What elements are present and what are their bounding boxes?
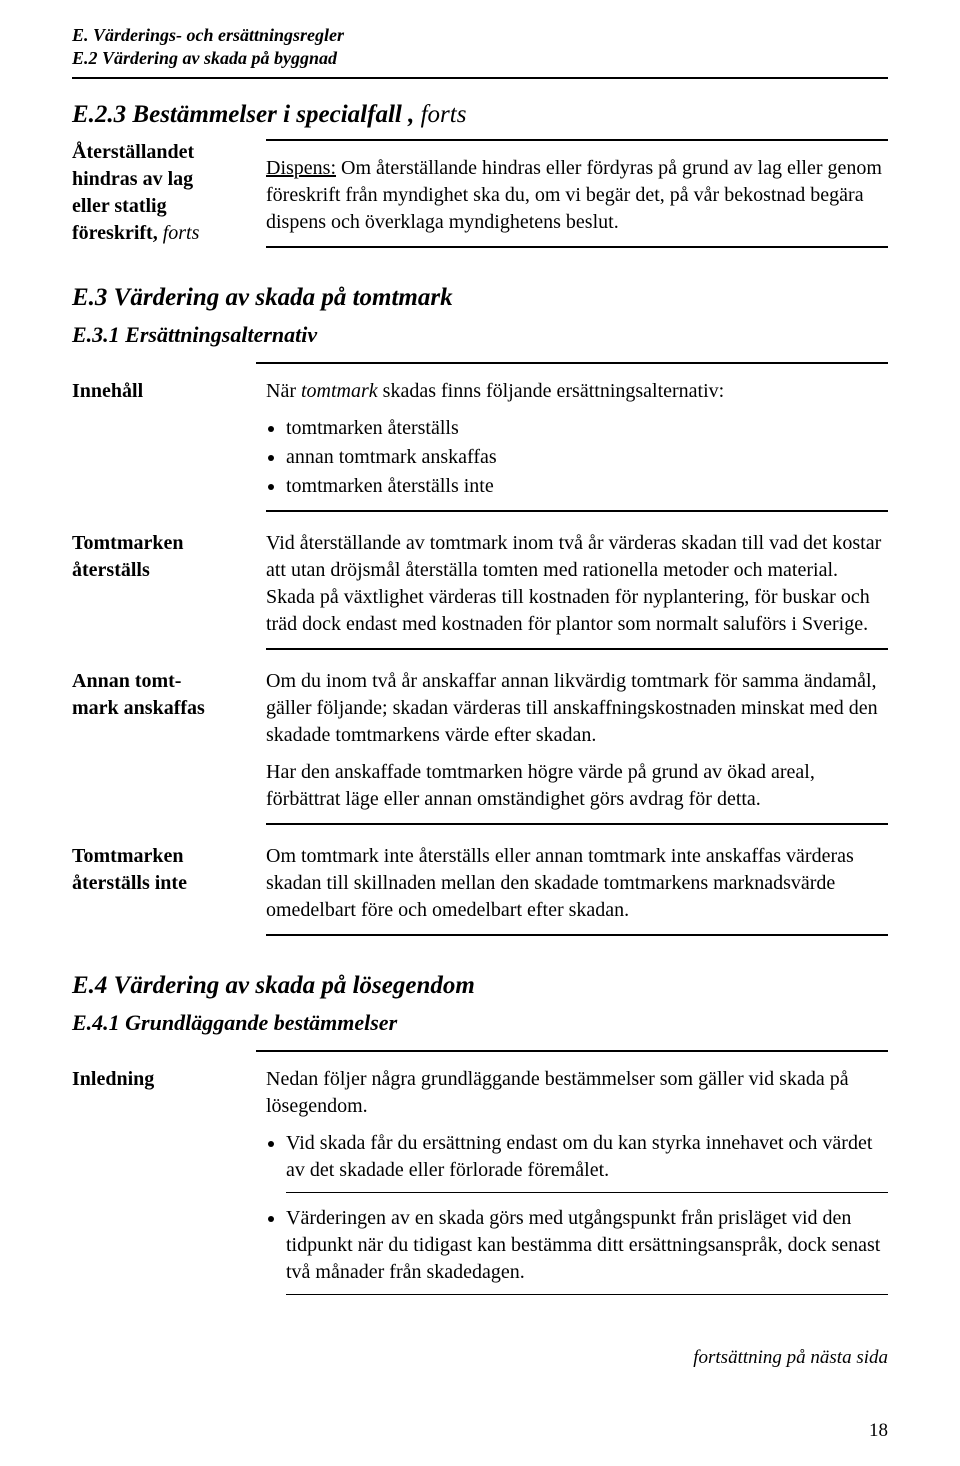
e4-bullet-1-sep — [286, 1294, 888, 1295]
e3-tomt-aterst-label: Tomtmarken återställs — [72, 530, 266, 584]
e3-tomt-aterst-row: Tomtmarken återställs Vid återställande … — [72, 530, 888, 664]
page: E. Värderings- och ersättningsregler E.2… — [0, 0, 960, 1466]
running-header: E. Värderings- och ersättningsregler E.2… — [72, 24, 888, 71]
e4-bullet-list: Vid skada får du ersättning endast om du… — [266, 1130, 888, 1295]
e3-top-sep-wrap — [256, 362, 888, 364]
e3-annan-label2: mark anskaffas — [72, 695, 256, 722]
e4-bullet-1-text: Värderingen av en skada görs med utgångs… — [286, 1207, 880, 1283]
e23-body-text: Om återställande hindras eller fördyras … — [266, 157, 882, 233]
header-rule — [72, 77, 888, 79]
e3-tomt-aterst-content: Vid återställande av tomtmark inom två å… — [266, 530, 888, 664]
e23-bottom-sep — [266, 246, 888, 248]
e3-bullet-1: annan tomtmark anskaffas — [286, 444, 888, 471]
header-line-1: E. Värderings- och ersättningsregler — [72, 24, 888, 47]
e3-tomt-inte-content: Om tomtmark inte återställs eller annan … — [266, 843, 888, 950]
e3-annan-row: Annan tomt- mark anskaffas Om du inom tv… — [72, 668, 888, 839]
e3-bullet-2: tomtmarken återställs inte — [286, 473, 888, 500]
e23-label-2: hindras av lag — [72, 166, 256, 193]
header-line-2: E.2 Värdering av skada på byggnad — [72, 47, 888, 70]
e3-top-sep — [256, 362, 888, 364]
e3-bullet-0: tomtmarken återställs — [286, 415, 888, 442]
e3-innehall-label: Innehåll — [72, 378, 266, 405]
section-e3-title: E.3 Värdering av skada på tomtmark — [72, 284, 888, 312]
e23-label-4-suffix: forts — [158, 222, 200, 244]
e4-inledning-row: Inledning Nedan följer några grundläggan… — [72, 1066, 888, 1307]
e23-dispens-underline: Dispens: — [266, 157, 336, 179]
section-e31-title: E.3.1 Ersättningsalternativ — [72, 322, 888, 348]
section-e23-heading-suffix: forts — [414, 101, 466, 128]
page-number: 18 — [869, 1420, 888, 1442]
e3-tomt-aterst-text: Vid återställande av tomtmark inom två å… — [266, 530, 888, 638]
e4-bullet-0-text: Vid skada får du ersättning endast om du… — [286, 1132, 872, 1181]
e3-tomt-inte-row: Tomtmarken återställs inte Om tomtmark i… — [72, 843, 888, 950]
e3-innehall-sep — [266, 510, 888, 512]
e4-inledning-content: Nedan följer några grundläggande bestämm… — [266, 1066, 888, 1307]
e3-annan-label: Annan tomt- mark anskaffas — [72, 668, 266, 722]
e3-tomt-inte-sep — [266, 934, 888, 936]
section-e23-title: E.2.3 Bestämmelser i specialfall , forts — [72, 101, 888, 129]
e3-annan-text1: Om du inom två år anskaffar annan likvär… — [266, 668, 888, 749]
e3-tomt-inte-text: Om tomtmark inte återställs eller annan … — [266, 843, 888, 924]
e23-label-4: föreskrift, forts — [72, 220, 256, 247]
e23-label-3: eller statlig — [72, 193, 256, 220]
e3-tomt-inte-label1: Tomtmarken — [72, 843, 256, 870]
e4-inledning-label: Inledning — [72, 1066, 266, 1093]
section-e4-title: E.4 Värdering av skada på lösegendom — [72, 972, 888, 1000]
e3-annan-sep — [266, 823, 888, 825]
e3-tomt-aterst-label2: återställs — [72, 557, 256, 584]
e23-content: Dispens: Om återställande hindras eller … — [266, 139, 888, 262]
e3-annan-content: Om du inom två år anskaffar annan likvär… — [266, 668, 888, 839]
section-e41-title: E.4.1 Grundläggande bestämmelser — [72, 1010, 888, 1036]
e3-tomt-inte-label2: återställs inte — [72, 870, 256, 897]
e3-innehall-content: När tomtmark skadas finns följande ersät… — [266, 378, 888, 526]
e3-intro-post: skadas finns följande ersättningsalterna… — [378, 380, 725, 402]
section-e23-heading-text: E.2.3 Bestämmelser i specialfall , — [72, 101, 414, 128]
continuation-note: fortsättning på nästa sida — [72, 1347, 888, 1369]
e4-bullet-1: Värderingen av en skada görs med utgångs… — [286, 1205, 888, 1295]
e3-intro-italic: tomtmark — [301, 380, 378, 402]
e3-innehall-row: Innehåll När tomtmark skadas finns följa… — [72, 378, 888, 526]
e3-tomt-aterst-label1: Tomtmarken — [72, 530, 256, 557]
e4-bullet-0: Vid skada får du ersättning endast om du… — [286, 1130, 888, 1193]
e23-row: Återställandet hindras av lag eller stat… — [72, 139, 888, 262]
e4-bullet-0-sep — [286, 1192, 888, 1193]
e3-tomt-inte-label: Tomtmarken återställs inte — [72, 843, 266, 897]
e4-inledning-text: Nedan följer några grundläggande bestämm… — [266, 1066, 888, 1120]
e23-label-1: Återställandet — [72, 139, 256, 166]
e3-annan-text2: Har den anskaffade tomtmarken högre värd… — [266, 759, 888, 813]
e4-top-sep — [256, 1050, 888, 1052]
e23-label-4-bold: föreskrift, — [72, 222, 158, 244]
e4-top-sep-wrap — [256, 1050, 888, 1052]
e23-body: Dispens: Om återställande hindras eller … — [266, 155, 888, 236]
e3-innehall-intro: När tomtmark skadas finns följande ersät… — [266, 378, 888, 405]
e3-tomt-aterst-sep — [266, 648, 888, 650]
e23-label: Återställandet hindras av lag eller stat… — [72, 139, 266, 247]
e3-annan-label1: Annan tomt- — [72, 668, 256, 695]
e3-intro-pre: När — [266, 380, 301, 402]
e3-bullet-list: tomtmarken återställs annan tomtmark ans… — [266, 415, 888, 500]
e23-top-sep — [266, 139, 888, 141]
